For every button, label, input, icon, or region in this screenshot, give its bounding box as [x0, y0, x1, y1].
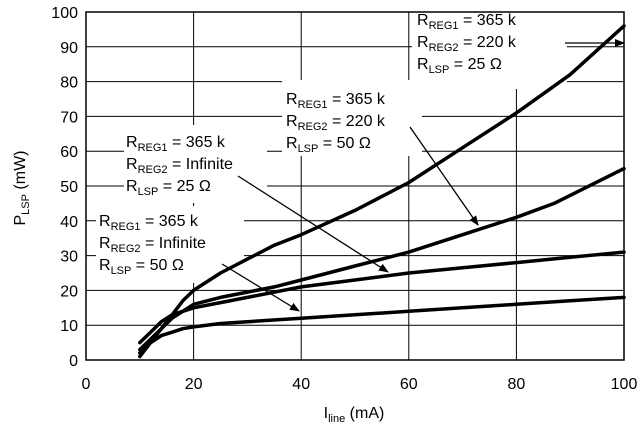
- y-tick-label: 80: [60, 75, 78, 92]
- annotation-line: RREG2 = Infinite: [99, 235, 206, 255]
- annotation-line: RLSP = 25 Ω: [417, 56, 502, 76]
- y-tick-label: 90: [60, 40, 78, 57]
- y-tick-label: 70: [60, 109, 78, 126]
- annotation-line: RLSP = 25 Ω: [126, 178, 211, 198]
- y-tick-label: 30: [60, 249, 78, 266]
- annotation-line: RREG2 = Infinite: [126, 156, 233, 176]
- annotation-arrow: [221, 263, 300, 312]
- data-series: [138, 24, 626, 359]
- annotation-line: RLSP = 50 Ω: [286, 135, 371, 155]
- annotation-line: RREG1 = 365 k: [126, 134, 226, 154]
- annotation-line: RLSP = 50 Ω: [99, 257, 184, 277]
- plot-frame: [85, 11, 625, 361]
- annotation-line: RREG1 = 365 k: [417, 12, 517, 32]
- annotation-line: RREG2 = 220 k: [286, 113, 386, 133]
- annotation-line: RREG1 = 365 k: [286, 91, 386, 111]
- annotation-arrow: [237, 175, 389, 273]
- y-tick-label: 60: [60, 144, 78, 161]
- annotation-background: [124, 125, 267, 203]
- series-line-4: [138, 295, 626, 359]
- y-tick-label: 10: [60, 318, 78, 335]
- x-tick-label: 20: [185, 376, 203, 393]
- y-tick-label: 20: [60, 283, 78, 300]
- annotation-arrow: [409, 126, 479, 226]
- x-tick-label: 80: [508, 376, 526, 393]
- y-tick-label: 50: [60, 179, 78, 196]
- x-axis-title: Iline (mA): [324, 405, 385, 425]
- y-axis-title: PLSP (mW): [12, 151, 32, 226]
- x-tick-label: 100: [611, 376, 638, 393]
- x-tick-label: 60: [400, 376, 418, 393]
- annotation-background: [96, 206, 244, 283]
- annotation-line: RREG2 = 220 k: [417, 34, 517, 54]
- annotation-line: RREG1 = 365 k: [99, 213, 199, 233]
- tick-labels: 0 10 20 30 40 50 60 70 80 90 100 0 20 40 60 80 100: [51, 5, 637, 393]
- y-tick-label: 40: [60, 214, 78, 231]
- y-tick-label: 0: [69, 353, 78, 370]
- annotation-background: [412, 3, 567, 89]
- x-tick-label: 40: [292, 376, 310, 393]
- annotation-background: [282, 80, 422, 156]
- series-line-2: [138, 166, 626, 352]
- y-tick-label: 100: [51, 5, 78, 22]
- x-tick-label: 0: [82, 376, 91, 393]
- series-line-3: [138, 250, 626, 345]
